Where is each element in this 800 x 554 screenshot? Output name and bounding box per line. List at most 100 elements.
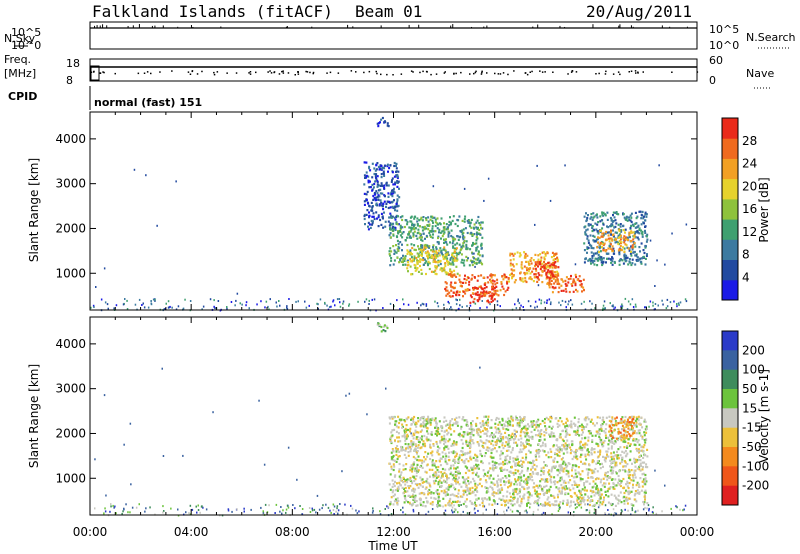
near-range-echo [466,305,468,308]
echo-cell [454,243,457,246]
echo-cell [589,223,592,226]
echo-cell [415,234,418,237]
near-range-echo [453,510,456,513]
near-range-echo [313,508,316,511]
echo-cell [530,257,533,260]
echo-cell [582,443,584,446]
near-range-echo [334,304,336,307]
echo-cell [477,226,479,229]
echo-cell [595,488,598,491]
echo-cell [460,253,463,256]
near-range-echo [144,510,146,513]
echo-cell [607,436,610,439]
echo-cell [420,446,423,449]
echo-cell [535,449,538,452]
echo-cell [432,248,435,251]
near-range-echo [631,509,634,512]
echo-cell [613,226,616,229]
echo-cell [490,294,493,298]
echo-cell [638,422,641,425]
echo-cell [475,286,478,290]
echo-cell [607,257,610,260]
echo-cell [512,473,515,476]
near-range-echo [355,509,357,512]
echo-cell [645,213,648,216]
echo-cell [508,485,511,488]
echo-cell [481,420,484,423]
nave-dot [103,71,105,74]
echo-cell [401,249,403,252]
echo-cell [572,281,575,284]
echo-cell [632,224,635,228]
near-range-echo [679,301,682,304]
echo-cell [587,451,590,454]
echo-cell [634,236,637,239]
echo-cell [397,232,400,235]
echo-cell [581,449,584,452]
near-range-echo [226,306,228,308]
echo-cell [364,223,366,226]
echo-cell [380,118,383,121]
echo-cell [433,250,436,253]
echo-cell [446,289,449,292]
echo-cell [509,484,512,487]
echo-cell [549,266,552,269]
near-range-echo [104,301,107,304]
echo-cell [537,272,540,275]
echo-cell [537,425,540,428]
echo-cell [445,255,448,258]
echo-cell [437,241,440,244]
echo-cell [538,455,541,458]
echo-cell [537,429,539,432]
near-range-echo [279,304,281,307]
near-range-echo [570,504,572,507]
echo-cell [642,456,645,459]
echo-cell [469,259,472,262]
echo-cell [421,239,424,242]
echo-cell [466,231,469,235]
echo-cell [446,292,449,295]
echo-cell [614,211,617,214]
echo-cell [579,448,582,451]
echo-cell [392,468,395,472]
echo-cell [433,255,436,258]
echo-cell [423,423,426,426]
echo-cell [487,424,489,427]
isolated-echo [236,292,239,295]
echo-cell [437,470,440,473]
echo-cell [537,265,539,268]
isolated-echo [549,199,552,202]
echo-cell [434,224,437,228]
echo-cell [371,207,374,210]
echo-cell [642,217,645,220]
echo-cell [448,458,451,462]
echo-cell [596,252,599,255]
echo-cell [622,229,625,232]
echo-cell [641,480,644,483]
near-range-echo [615,512,618,515]
echo-cell [368,167,371,170]
echo-cell [420,216,423,219]
echo-cell [472,468,475,471]
echo-cell [626,463,629,466]
echo-cell [393,252,396,255]
near-range-echo [191,508,194,511]
echo-cell [467,221,470,224]
nave-dot [99,72,102,74]
echo-cell [631,223,634,226]
echo-cell [450,289,453,292]
nave-dot [337,72,340,74]
nave-dot [213,73,216,76]
echo-cell [394,474,397,477]
echo-cell [432,474,435,477]
echo-cell [445,273,448,276]
echo-cell [628,234,631,237]
echo-cell [512,490,515,493]
near-range-echo [612,304,614,307]
echo-cell [602,232,605,235]
echo-cell [582,446,585,449]
beam-title: Beam 01 [355,2,422,21]
echo-cell [520,437,523,440]
echo-cell [550,431,553,434]
echo-cell [596,223,599,226]
